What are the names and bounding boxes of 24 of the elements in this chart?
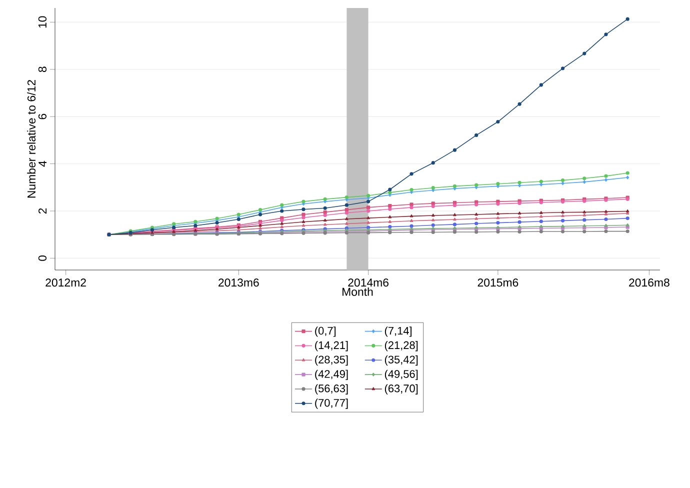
y-tick-label: 8 <box>38 66 46 72</box>
y-tick-label: 0 <box>38 255 46 261</box>
legend-label: (42,49] <box>315 370 348 380</box>
legend-label: (63,70] <box>384 384 418 394</box>
legend-label: (21,28] <box>384 341 418 352</box>
x-tick-label: 2016m8 <box>629 278 670 287</box>
x-tick-label: 2013m6 <box>218 278 259 287</box>
y-tick-label: 10 <box>38 16 46 28</box>
legend-label: (56,63] <box>315 384 348 394</box>
legend-label: (49,56] <box>384 370 418 380</box>
y-tick-label: 2 <box>38 208 46 214</box>
x-axis-title: Month <box>342 287 373 296</box>
legend-label: (28,35] <box>315 355 348 366</box>
legend-label: (70,77] <box>315 398 348 409</box>
legend-label: (7,14] <box>384 326 412 337</box>
x-tick-label: 2015m6 <box>478 278 518 287</box>
y-axis-title: Number relative to 6/12 <box>27 80 36 198</box>
y-tick-label: 6 <box>38 114 46 120</box>
x-tick-label: 2012m2 <box>46 278 86 287</box>
y-tick-label: 4 <box>38 160 46 167</box>
legend-label: (35,42] <box>384 355 418 366</box>
legend-label: (14,21] <box>315 341 348 352</box>
x-tick-label: 2014m6 <box>348 278 388 287</box>
legend-label: (0,7] <box>315 326 336 337</box>
